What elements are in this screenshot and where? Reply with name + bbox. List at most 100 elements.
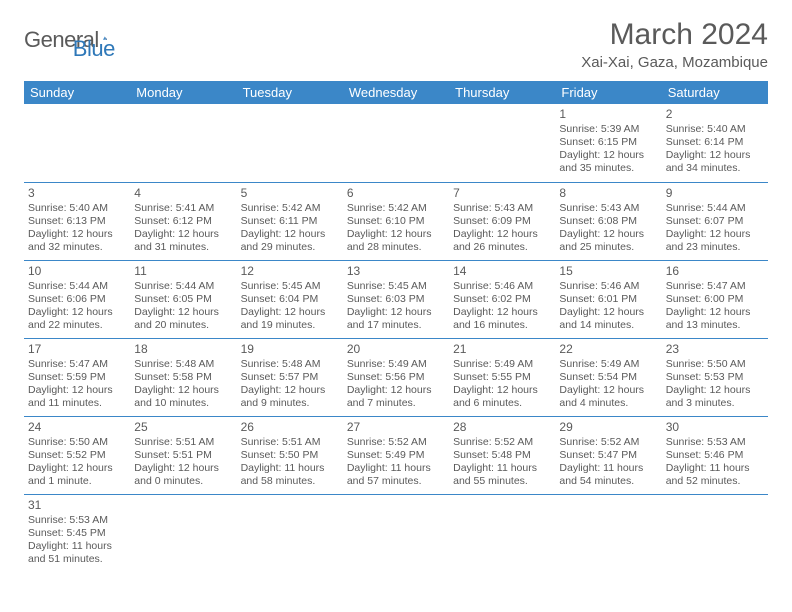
calendar-day-cell: 25Sunrise: 5:51 AMSunset: 5:51 PMDayligh…: [130, 416, 236, 494]
sunrise-line: Sunrise: 5:53 AM: [666, 436, 764, 449]
sunrise-line: Sunrise: 5:48 AM: [134, 358, 232, 371]
daylight-line: Daylight: 12 hours and 10 minutes.: [134, 384, 232, 410]
calendar-day-cell: 14Sunrise: 5:46 AMSunset: 6:02 PMDayligh…: [449, 260, 555, 338]
daylight-line: Daylight: 12 hours and 19 minutes.: [241, 306, 339, 332]
sunset-line: Sunset: 5:53 PM: [666, 371, 764, 384]
calendar-day-cell: 18Sunrise: 5:48 AMSunset: 5:58 PMDayligh…: [130, 338, 236, 416]
sunrise-line: Sunrise: 5:43 AM: [559, 202, 657, 215]
sunset-line: Sunset: 6:00 PM: [666, 293, 764, 306]
daylight-line: Daylight: 12 hours and 13 minutes.: [666, 306, 764, 332]
sunset-line: Sunset: 6:09 PM: [453, 215, 551, 228]
daylight-line: Daylight: 11 hours and 55 minutes.: [453, 462, 551, 488]
sunset-line: Sunset: 5:51 PM: [134, 449, 232, 462]
sunrise-line: Sunrise: 5:46 AM: [559, 280, 657, 293]
weekday-header: Tuesday: [237, 81, 343, 104]
location: Xai-Xai, Gaza, Mozambique: [581, 54, 768, 71]
day-number: 11: [134, 264, 232, 279]
calendar-week-row: 31Sunrise: 5:53 AMSunset: 5:45 PMDayligh…: [24, 494, 768, 572]
daylight-line: Daylight: 12 hours and 25 minutes.: [559, 228, 657, 254]
sunrise-line: Sunrise: 5:40 AM: [28, 202, 126, 215]
sunrise-line: Sunrise: 5:53 AM: [28, 514, 126, 527]
sunrise-line: Sunrise: 5:47 AM: [28, 358, 126, 371]
calendar-day-cell: [343, 494, 449, 572]
calendar-day-cell: 4Sunrise: 5:41 AMSunset: 6:12 PMDaylight…: [130, 182, 236, 260]
sunset-line: Sunset: 5:57 PM: [241, 371, 339, 384]
logo: General Blue: [24, 18, 115, 62]
calendar-day-cell: 28Sunrise: 5:52 AMSunset: 5:48 PMDayligh…: [449, 416, 555, 494]
day-number: 21: [453, 342, 551, 357]
sunrise-line: Sunrise: 5:44 AM: [28, 280, 126, 293]
daylight-line: Daylight: 12 hours and 1 minute.: [28, 462, 126, 488]
calendar-day-cell: 10Sunrise: 5:44 AMSunset: 6:06 PMDayligh…: [24, 260, 130, 338]
calendar-day-cell: 29Sunrise: 5:52 AMSunset: 5:47 PMDayligh…: [555, 416, 661, 494]
calendar-day-cell: [449, 104, 555, 182]
calendar-day-cell: 13Sunrise: 5:45 AMSunset: 6:03 PMDayligh…: [343, 260, 449, 338]
month-title: March 2024: [581, 18, 768, 52]
calendar-day-cell: 9Sunrise: 5:44 AMSunset: 6:07 PMDaylight…: [662, 182, 768, 260]
daylight-line: Daylight: 12 hours and 26 minutes.: [453, 228, 551, 254]
daylight-line: Daylight: 11 hours and 57 minutes.: [347, 462, 445, 488]
sunset-line: Sunset: 6:05 PM: [134, 293, 232, 306]
calendar-day-cell: 26Sunrise: 5:51 AMSunset: 5:50 PMDayligh…: [237, 416, 343, 494]
daylight-line: Daylight: 12 hours and 4 minutes.: [559, 384, 657, 410]
day-number: 18: [134, 342, 232, 357]
calendar-day-cell: 8Sunrise: 5:43 AMSunset: 6:08 PMDaylight…: [555, 182, 661, 260]
day-number: 4: [134, 186, 232, 201]
sunset-line: Sunset: 5:56 PM: [347, 371, 445, 384]
weekday-header: Monday: [130, 81, 236, 104]
calendar-day-cell: 19Sunrise: 5:48 AMSunset: 5:57 PMDayligh…: [237, 338, 343, 416]
daylight-line: Daylight: 12 hours and 17 minutes.: [347, 306, 445, 332]
daylight-line: Daylight: 12 hours and 20 minutes.: [134, 306, 232, 332]
calendar-day-cell: 7Sunrise: 5:43 AMSunset: 6:09 PMDaylight…: [449, 182, 555, 260]
day-number: 23: [666, 342, 764, 357]
daylight-line: Daylight: 12 hours and 9 minutes.: [241, 384, 339, 410]
day-number: 27: [347, 420, 445, 435]
calendar-week-row: 24Sunrise: 5:50 AMSunset: 5:52 PMDayligh…: [24, 416, 768, 494]
day-number: 8: [559, 186, 657, 201]
sunrise-line: Sunrise: 5:49 AM: [347, 358, 445, 371]
sunset-line: Sunset: 6:13 PM: [28, 215, 126, 228]
calendar-table: Sunday Monday Tuesday Wednesday Thursday…: [24, 81, 768, 572]
sunset-line: Sunset: 6:12 PM: [134, 215, 232, 228]
calendar-day-cell: 21Sunrise: 5:49 AMSunset: 5:55 PMDayligh…: [449, 338, 555, 416]
sunrise-line: Sunrise: 5:42 AM: [241, 202, 339, 215]
day-number: 31: [28, 498, 126, 513]
calendar-day-cell: [343, 104, 449, 182]
day-number: 20: [347, 342, 445, 357]
sunset-line: Sunset: 6:06 PM: [28, 293, 126, 306]
daylight-line: Daylight: 12 hours and 23 minutes.: [666, 228, 764, 254]
calendar-day-cell: 20Sunrise: 5:49 AMSunset: 5:56 PMDayligh…: [343, 338, 449, 416]
calendar-day-cell: [237, 104, 343, 182]
calendar-day-cell: 16Sunrise: 5:47 AMSunset: 6:00 PMDayligh…: [662, 260, 768, 338]
sunrise-line: Sunrise: 5:49 AM: [559, 358, 657, 371]
calendar-day-cell: [555, 494, 661, 572]
sunrise-line: Sunrise: 5:45 AM: [347, 280, 445, 293]
calendar-day-cell: 17Sunrise: 5:47 AMSunset: 5:59 PMDayligh…: [24, 338, 130, 416]
calendar-day-cell: 3Sunrise: 5:40 AMSunset: 6:13 PMDaylight…: [24, 182, 130, 260]
day-number: 13: [347, 264, 445, 279]
daylight-line: Daylight: 12 hours and 14 minutes.: [559, 306, 657, 332]
sunset-line: Sunset: 5:49 PM: [347, 449, 445, 462]
day-number: 14: [453, 264, 551, 279]
sunrise-line: Sunrise: 5:50 AM: [666, 358, 764, 371]
daylight-line: Daylight: 12 hours and 16 minutes.: [453, 306, 551, 332]
daylight-line: Daylight: 11 hours and 51 minutes.: [28, 540, 126, 566]
sunset-line: Sunset: 5:50 PM: [241, 449, 339, 462]
calendar-day-cell: 15Sunrise: 5:46 AMSunset: 6:01 PMDayligh…: [555, 260, 661, 338]
sunrise-line: Sunrise: 5:40 AM: [666, 123, 764, 136]
calendar-week-row: 17Sunrise: 5:47 AMSunset: 5:59 PMDayligh…: [24, 338, 768, 416]
day-number: 15: [559, 264, 657, 279]
sunset-line: Sunset: 5:54 PM: [559, 371, 657, 384]
daylight-line: Daylight: 12 hours and 34 minutes.: [666, 149, 764, 175]
day-number: 22: [559, 342, 657, 357]
calendar-week-row: 10Sunrise: 5:44 AMSunset: 6:06 PMDayligh…: [24, 260, 768, 338]
weekday-header: Thursday: [449, 81, 555, 104]
weekday-header: Sunday: [24, 81, 130, 104]
day-number: 3: [28, 186, 126, 201]
sunrise-line: Sunrise: 5:52 AM: [347, 436, 445, 449]
calendar-day-cell: [24, 104, 130, 182]
daylight-line: Daylight: 12 hours and 32 minutes.: [28, 228, 126, 254]
day-number: 9: [666, 186, 764, 201]
calendar-day-cell: 5Sunrise: 5:42 AMSunset: 6:11 PMDaylight…: [237, 182, 343, 260]
day-number: 26: [241, 420, 339, 435]
